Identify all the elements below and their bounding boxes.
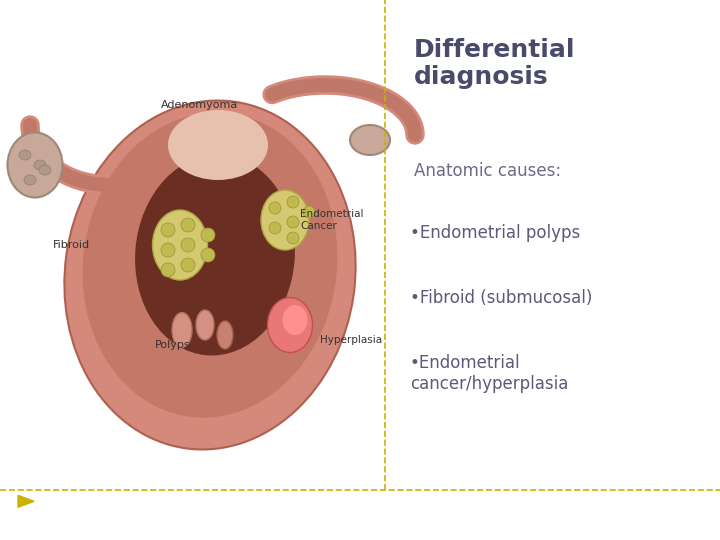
Ellipse shape [287, 216, 299, 228]
Ellipse shape [161, 243, 175, 257]
Text: Endometrial
Cancer: Endometrial Cancer [300, 209, 364, 231]
Ellipse shape [181, 218, 195, 232]
Text: Adenomyoma: Adenomyoma [161, 100, 238, 110]
Ellipse shape [168, 110, 268, 180]
Ellipse shape [350, 125, 390, 155]
Ellipse shape [161, 223, 175, 237]
Text: Fibroid: Fibroid [53, 240, 90, 250]
Ellipse shape [287, 232, 299, 244]
Ellipse shape [39, 165, 51, 175]
Ellipse shape [181, 238, 195, 252]
Text: Hyperplasia: Hyperplasia [320, 335, 382, 345]
FancyBboxPatch shape [0, 0, 385, 490]
Ellipse shape [172, 313, 192, 348]
Ellipse shape [161, 263, 175, 277]
Ellipse shape [261, 190, 309, 250]
Text: Polyps: Polyps [155, 340, 191, 350]
Text: •Endometrial
cancer/hyperplasia: •Endometrial cancer/hyperplasia [410, 354, 568, 393]
Ellipse shape [217, 321, 233, 349]
Text: •Endometrial polyps: •Endometrial polyps [410, 224, 580, 242]
Ellipse shape [83, 112, 338, 417]
Ellipse shape [64, 100, 356, 449]
Ellipse shape [34, 160, 46, 170]
Ellipse shape [153, 210, 207, 280]
Ellipse shape [282, 305, 307, 335]
Ellipse shape [303, 206, 315, 218]
Ellipse shape [19, 150, 31, 160]
Text: •Fibroid (submucosal): •Fibroid (submucosal) [410, 289, 592, 307]
Text: Anatomic causes:: Anatomic causes: [414, 162, 561, 180]
Ellipse shape [268, 298, 312, 353]
Ellipse shape [287, 196, 299, 208]
Ellipse shape [269, 222, 281, 234]
Ellipse shape [135, 154, 295, 355]
Ellipse shape [181, 258, 195, 272]
Ellipse shape [201, 228, 215, 242]
Text: Differential
diagnosis: Differential diagnosis [414, 38, 575, 89]
Polygon shape [18, 495, 34, 507]
Ellipse shape [7, 132, 63, 198]
Ellipse shape [196, 310, 214, 340]
Ellipse shape [269, 202, 281, 214]
Ellipse shape [24, 175, 36, 185]
Ellipse shape [201, 248, 215, 262]
